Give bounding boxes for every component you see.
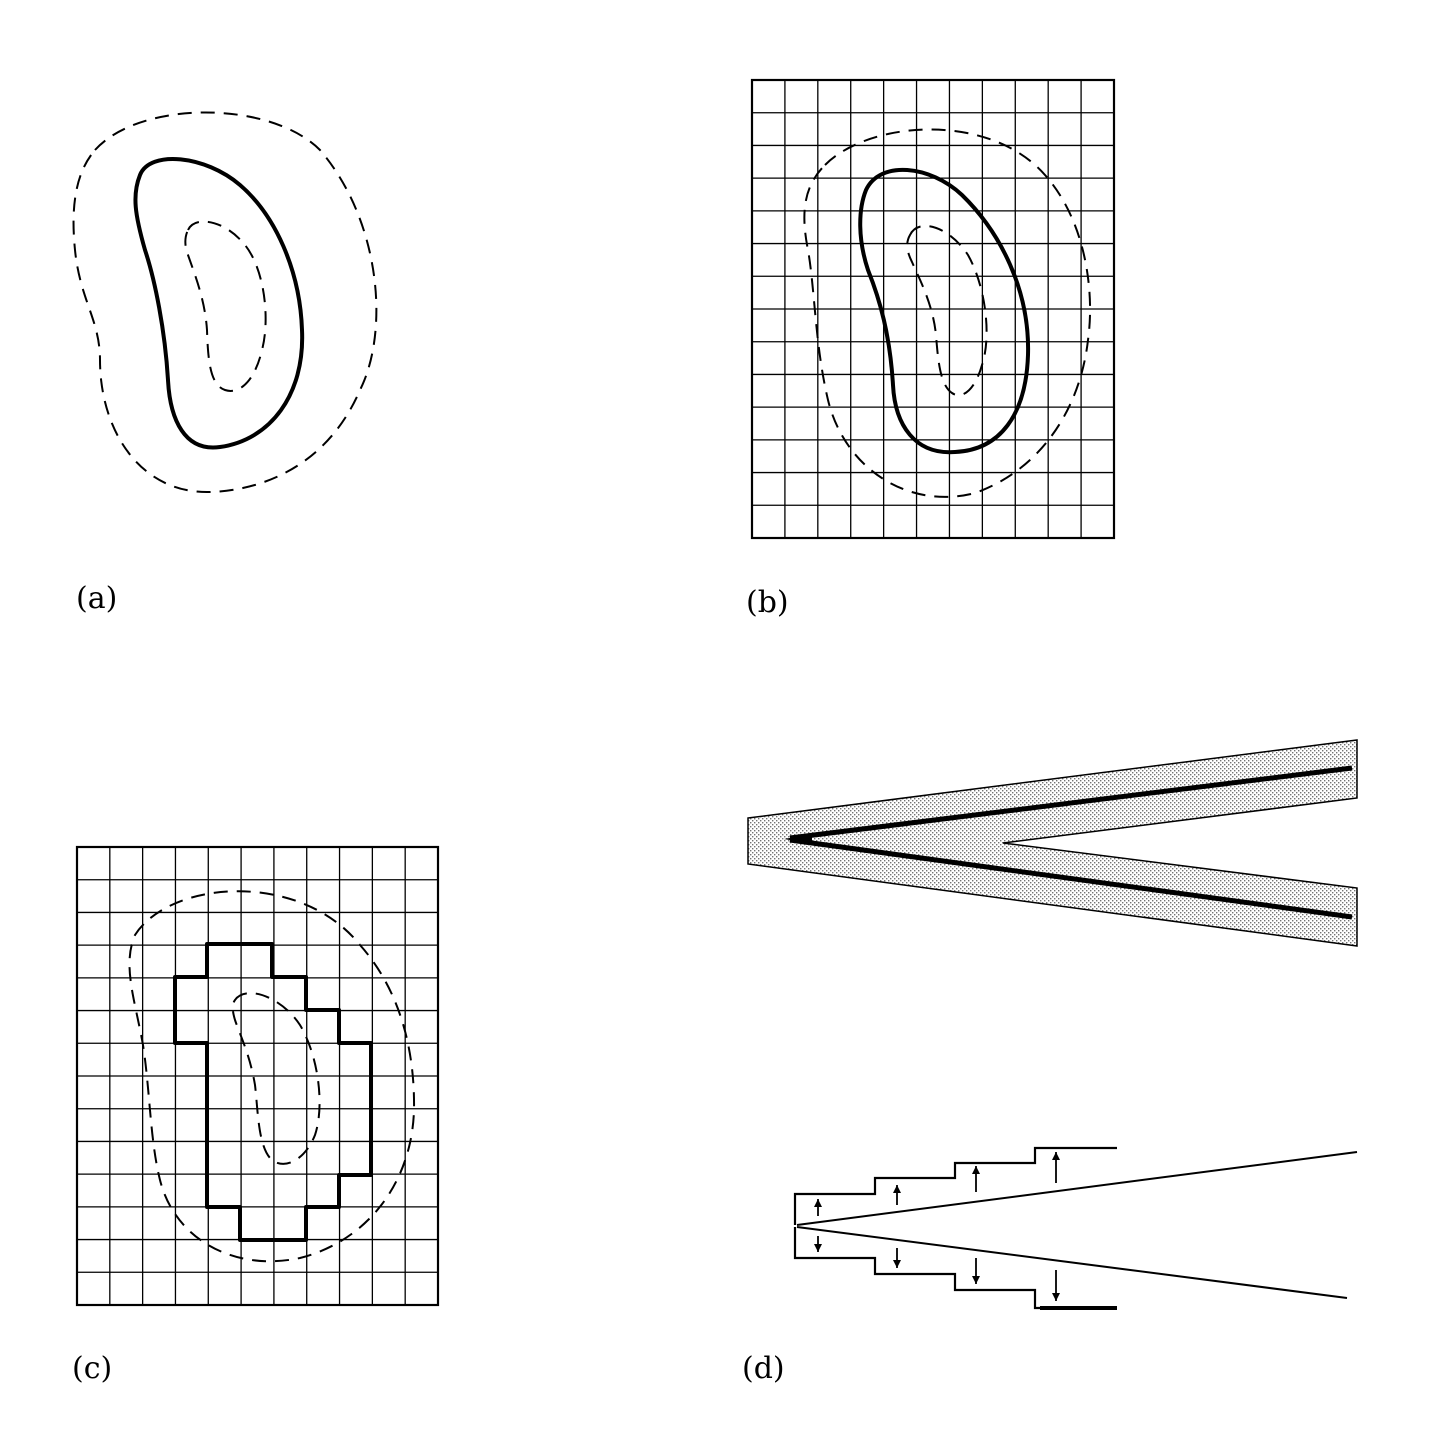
mesh-grid-b (752, 80, 1114, 538)
mesh-frame-c (75, 845, 440, 1307)
staircase-contour (173, 942, 373, 1242)
arrow-icon (972, 1258, 980, 1284)
panel-a: (a) (72, 111, 378, 616)
lower-step-boundary (793, 1227, 1117, 1310)
outer-dashed-contour (72, 111, 378, 494)
panel-c: (c) (72, 845, 440, 1386)
crack-lower-branch (789, 837, 1353, 920)
panel-label-b: (b) (746, 585, 789, 620)
arrow-icon (814, 1199, 822, 1216)
inner-dashed-contour (184, 220, 267, 392)
arrow-icon (893, 1185, 901, 1205)
panel-label-c: (c) (72, 1351, 112, 1386)
upper-step-boundary (793, 1146, 1117, 1225)
crack-upper-branch (789, 765, 1353, 841)
arrow-icon (893, 1248, 901, 1268)
solid-contour (133, 157, 305, 450)
displacement-arrows (814, 1152, 1060, 1301)
crack-tip-wedge (784, 834, 812, 844)
inner-dashed-contour (906, 225, 988, 397)
panel-b: (b) (746, 78, 1116, 620)
stippled-band (747, 739, 1358, 947)
arrow-icon (1052, 1152, 1060, 1183)
outer-dashed-contour (128, 890, 416, 1263)
panel-label-d: (d) (742, 1351, 785, 1386)
arrow-icon (1052, 1270, 1060, 1301)
mesh-grid-c (77, 847, 438, 1305)
crack-lower-line (796, 1226, 1348, 1299)
mesh-frame-b (750, 78, 1116, 540)
crack-upper-line (796, 1151, 1358, 1226)
solid-contour (858, 168, 1031, 455)
arrow-icon (972, 1166, 980, 1192)
outer-dashed-contour (803, 128, 1092, 498)
panel-d: (d) (742, 739, 1358, 1386)
arrow-icon (814, 1236, 822, 1252)
panel-label-a: (a) (76, 581, 117, 616)
inner-dashed-contour (231, 992, 321, 1165)
